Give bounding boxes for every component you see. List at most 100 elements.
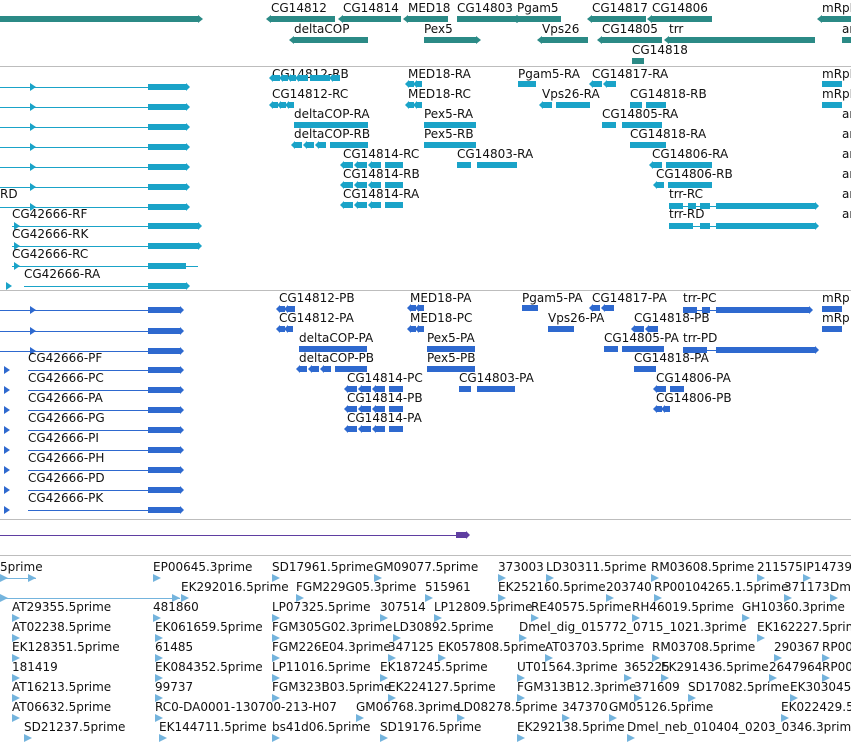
feature-label[interactable]: EK292016.5prime bbox=[181, 580, 289, 594]
feature-label[interactable]: CG14806 bbox=[652, 1, 708, 15]
feature-label[interactable]: Dmel_dig_015772_0715_1021.3prime bbox=[519, 620, 747, 634]
feature-label[interactable]: mRp bbox=[822, 311, 850, 325]
feature-label[interactable]: 365225 bbox=[624, 660, 670, 674]
feature-label[interactable]: MED18-RA bbox=[408, 67, 471, 81]
feature-label[interactable]: RD bbox=[0, 187, 18, 201]
feature-label[interactable]: CG14805 bbox=[602, 22, 658, 36]
feature-label[interactable]: trr-RD bbox=[669, 207, 705, 221]
feature-label[interactable]: MED18-PC bbox=[410, 311, 473, 325]
feature-label[interactable]: CG14806-RA bbox=[652, 147, 729, 161]
feature-label[interactable]: EK303045 bbox=[790, 680, 851, 694]
feature-label[interactable]: CG14818-PB bbox=[634, 311, 710, 325]
feature-label[interactable]: RM03608.5prime bbox=[651, 560, 755, 574]
feature-label[interactable]: EK187245.5prime bbox=[380, 660, 488, 674]
feature-label[interactable]: EK057808.5prime bbox=[438, 640, 546, 654]
feature-label[interactable]: MED18-PA bbox=[410, 291, 472, 305]
feature-label[interactable]: CG14818-PA bbox=[634, 351, 709, 365]
feature-label[interactable]: LP11016.5prime bbox=[272, 660, 371, 674]
feature-label[interactable]: FGM226E04.3prime bbox=[272, 640, 391, 654]
feature-label[interactable]: CG14814-PA bbox=[347, 411, 422, 425]
feature-label[interactable]: an bbox=[842, 127, 851, 141]
feature-label[interactable]: an bbox=[842, 22, 851, 36]
feature-label[interactable]: GH10360.3prime bbox=[742, 600, 845, 614]
feature-label[interactable]: Pgam5-RA bbox=[518, 67, 580, 81]
feature-label[interactable]: CG14806-PA bbox=[656, 371, 731, 385]
feature-label[interactable]: MED18 bbox=[408, 1, 451, 15]
feature-label[interactable]: LD30892.5prime bbox=[393, 620, 494, 634]
feature-label[interactable]: EK292138.5prime bbox=[517, 720, 625, 734]
feature-label[interactable]: FGM305G02.3prime bbox=[272, 620, 393, 634]
feature-label[interactable]: deltaCOP-RB bbox=[294, 127, 371, 141]
feature-label[interactable]: Pgam5 bbox=[517, 1, 559, 15]
feature-label[interactable]: SD17961.5prime bbox=[272, 560, 374, 574]
feature-label[interactable]: LP12809.5prime bbox=[434, 600, 533, 614]
feature-label[interactable]: AT06632.5prime bbox=[12, 700, 112, 714]
feature-label[interactable]: 307514 bbox=[380, 600, 426, 614]
feature-label[interactable]: FGM229G05.3prime bbox=[296, 580, 417, 594]
feature-label[interactable]: trr-PC bbox=[683, 291, 717, 305]
feature-label[interactable]: 347125 bbox=[388, 640, 434, 654]
feature-label[interactable]: EK252160.5prime bbox=[498, 580, 606, 594]
feature-label[interactable]: CG14814-PB bbox=[347, 391, 423, 405]
feature-label[interactable]: LD30311.5prime bbox=[546, 560, 647, 574]
feature-label[interactable]: an bbox=[842, 187, 851, 201]
feature-label[interactable]: LD08278.5prime bbox=[457, 700, 558, 714]
feature-label[interactable]: GM09077.5prime bbox=[374, 560, 479, 574]
feature-label[interactable]: CG14814-RA bbox=[343, 187, 420, 201]
feature-label[interactable]: EK084352.5prime bbox=[155, 660, 263, 674]
feature-label[interactable]: 99737 bbox=[155, 680, 194, 694]
feature-label[interactable]: EP00645.3prime bbox=[153, 560, 253, 574]
feature-label[interactable]: UT01564.3prime bbox=[517, 660, 618, 674]
feature-label[interactable]: CG14814-PC bbox=[347, 371, 423, 385]
feature-label[interactable]: CG14803-RA bbox=[457, 147, 534, 161]
feature-label[interactable]: Pex5 bbox=[424, 22, 453, 36]
feature-label[interactable]: EK291436.5prime bbox=[661, 660, 769, 674]
feature-label[interactable]: CG14814-RB bbox=[343, 167, 420, 181]
feature-label[interactable]: Pgam5-PA bbox=[522, 291, 583, 305]
feature-label[interactable]: CG42666-RC bbox=[12, 247, 89, 261]
feature-label[interactable]: RE40575.5prime bbox=[531, 600, 632, 614]
feature-label[interactable]: Pex5-RA bbox=[424, 107, 474, 121]
feature-label[interactable]: RH46019.5prime bbox=[632, 600, 734, 614]
feature-label[interactable]: SD19176.5prime bbox=[380, 720, 482, 734]
feature-label[interactable]: 347370 bbox=[562, 700, 608, 714]
feature-label[interactable]: CG14805-PA bbox=[604, 331, 679, 345]
feature-label[interactable]: CG14805-RA bbox=[602, 107, 679, 121]
feature-label[interactable]: CG14817 bbox=[592, 1, 648, 15]
feature-label[interactable]: mRp bbox=[822, 291, 850, 305]
feature-label[interactable]: EK022429.5 bbox=[781, 700, 851, 714]
feature-label[interactable]: EK162227.5prime bbox=[757, 620, 851, 634]
feature-label[interactable]: RP00 bbox=[822, 640, 851, 654]
feature-label[interactable]: 371609 bbox=[634, 680, 680, 694]
feature-label[interactable]: mRpL bbox=[822, 1, 851, 15]
feature-label[interactable]: CG14814 bbox=[343, 1, 399, 15]
feature-label[interactable]: EK128351.5prime bbox=[12, 640, 120, 654]
feature-label[interactable]: 211575 bbox=[757, 560, 803, 574]
feature-label[interactable]: RM03708.5prime bbox=[652, 640, 756, 654]
feature-label[interactable]: CG14803 bbox=[457, 1, 513, 15]
feature-label[interactable]: Vps26 bbox=[542, 22, 580, 36]
feature-label[interactable]: CG42666-PF bbox=[28, 351, 103, 365]
feature-label[interactable]: LP07325.5prime bbox=[272, 600, 371, 614]
feature-label[interactable]: trr-RC bbox=[669, 187, 704, 201]
feature-label[interactable]: an bbox=[842, 167, 851, 181]
feature-label[interactable]: CG14803-PA bbox=[459, 371, 534, 385]
feature-label[interactable]: CG14814-RC bbox=[343, 147, 420, 161]
feature-label[interactable]: RC0-DA0001-130700-213-H07 bbox=[155, 700, 337, 714]
feature-label[interactable]: FGM313B12.3prime bbox=[517, 680, 637, 694]
feature-label[interactable]: Pex5-PA bbox=[427, 331, 475, 345]
feature-label[interactable]: Pex5-RB bbox=[424, 127, 474, 141]
feature-label[interactable]: CG14812 bbox=[271, 1, 327, 15]
feature-label[interactable]: CG14812-RC bbox=[272, 87, 349, 101]
feature-label[interactable]: Dmel_neb_010404_0203_0346.3prime bbox=[627, 720, 851, 734]
feature-label[interactable]: SD21237.5prime bbox=[24, 720, 126, 734]
feature-label[interactable]: EK224127.5prime bbox=[388, 680, 496, 694]
feature-label[interactable]: AT03703.5prime bbox=[545, 640, 645, 654]
feature-label[interactable]: GM06768.3prime bbox=[356, 700, 461, 714]
feature-label[interactable]: AT16213.5prime bbox=[12, 680, 112, 694]
feature-label[interactable]: CG14818-RB bbox=[630, 87, 707, 101]
feature-label[interactable]: deltaCOP-PA bbox=[299, 331, 374, 345]
feature-label[interactable]: trr-PD bbox=[683, 331, 718, 345]
feature-label[interactable]: AT02238.5prime bbox=[12, 620, 112, 634]
feature-label[interactable]: EK061659.5prime bbox=[155, 620, 263, 634]
